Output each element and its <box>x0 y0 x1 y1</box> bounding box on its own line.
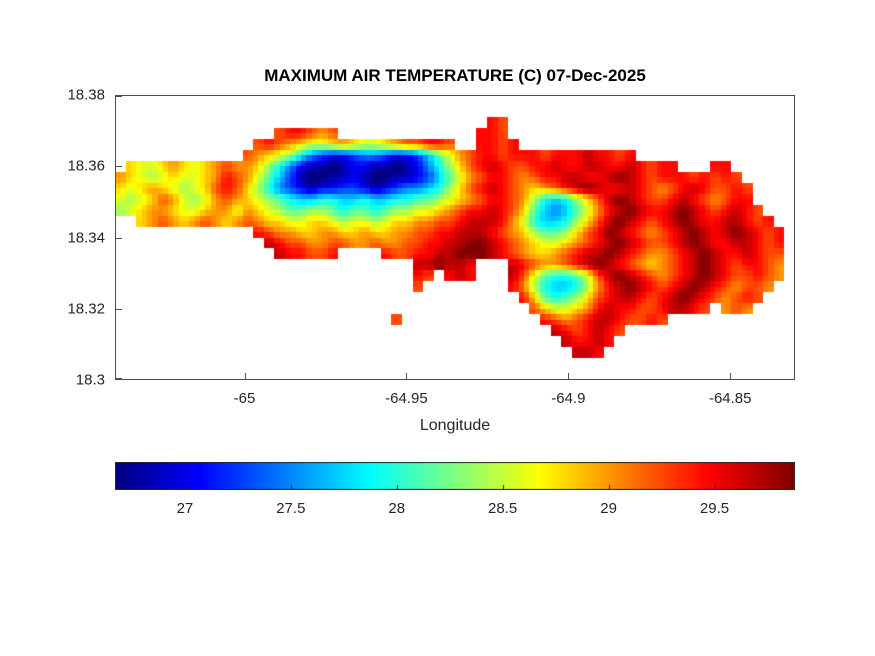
colorbar-tick-label: 29 <box>600 500 617 517</box>
chart-title: MAXIMUM AIR TEMPERATURE (C) 07-Dec-2025 <box>264 66 646 85</box>
colorbar-tick-label: 28 <box>388 500 406 517</box>
colorbar-tick-label: 28.5 <box>488 500 518 517</box>
x-axis-label: Longitude <box>419 417 491 434</box>
y-tick-label: 18.36 <box>67 157 105 175</box>
y-tick-label: 18.3 <box>75 371 105 389</box>
x-tick-label: -64.9 <box>551 390 586 407</box>
x-tick-label: -64.95 <box>385 390 428 407</box>
y-tick-label: 18.38 <box>67 86 105 104</box>
colorbar-tick-label: 27 <box>176 500 194 517</box>
colorbar-tick-label: 29.5 <box>699 500 730 517</box>
y-tick-label: 18.32 <box>67 300 105 318</box>
x-tick-label: -65 <box>233 390 256 407</box>
x-tick-label: -64.85 <box>708 390 752 407</box>
colorbar-tick-label: 27.5 <box>276 500 306 517</box>
colorbar-gradient <box>115 462 795 490</box>
y-tick-label: 18.34 <box>67 229 105 246</box>
temperature-heatmap-canvas <box>115 95 795 380</box>
